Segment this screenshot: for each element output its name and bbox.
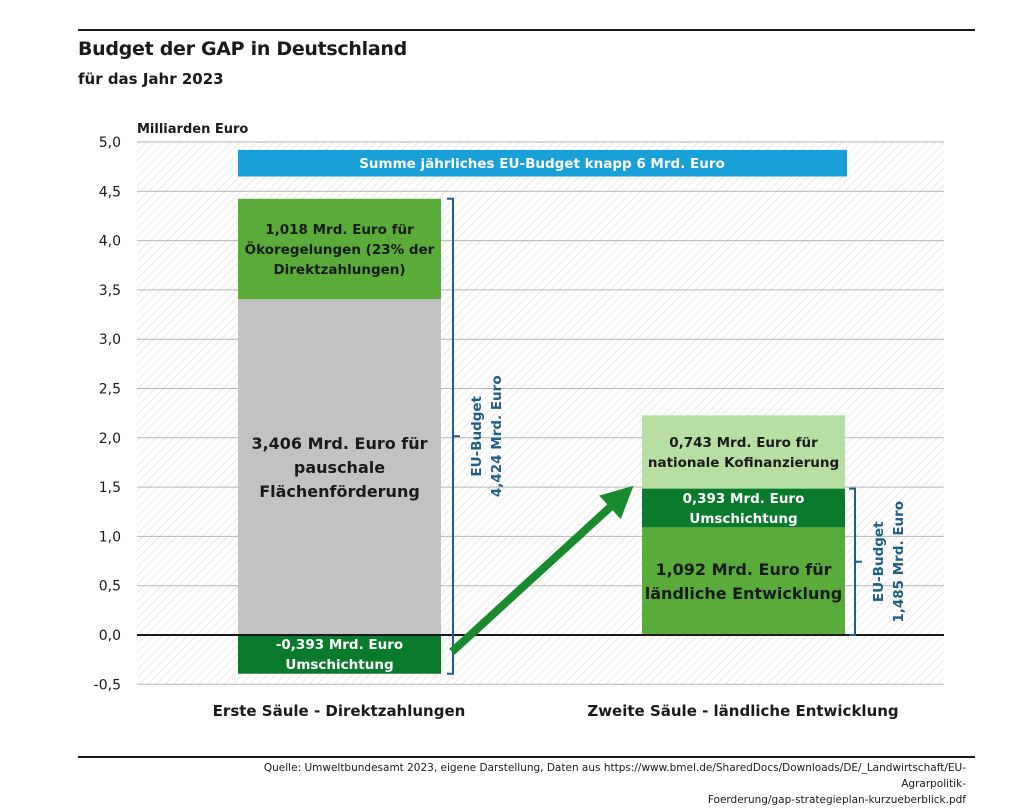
bar-segment-4 [642, 527, 845, 635]
y-tick-label: 0,5 [99, 579, 121, 595]
y-tick-label: 4,0 [99, 234, 121, 250]
bar-segment-label: nationale Kofinanzierung [648, 455, 839, 471]
bracket-label-line: EU-Budget [871, 521, 887, 602]
source-line-2: Foerderung/gap-strategieplan-kurzueberbl… [707, 794, 966, 806]
source-line-1: Quelle: Umweltbundesamt 2023, eigene Dar… [263, 762, 966, 790]
bar-segment-label: 0,743 Mrd. Euro für [669, 435, 818, 451]
bar-segment-2 [238, 299, 441, 635]
bar-segment-label: ländliche Entwicklung [645, 584, 842, 603]
chart-title: Budget der GAP in Deutschland [78, 38, 407, 60]
bar-segment-label: 3,406 Mrd. Euro für [251, 434, 427, 453]
eu-budget-bracket-label: EU-Budget 4,424 Mrd. Euro [469, 375, 505, 497]
y-tick-label: -0,5 [94, 677, 121, 693]
bottom-rule [78, 756, 975, 758]
bracket-label-line: EU-Budget [469, 395, 485, 476]
bar-segment-5 [642, 488, 845, 528]
y-tick-label: 2,5 [99, 382, 121, 398]
bar-segment-label: Umschichtung [689, 511, 797, 527]
y-tick-label: 5,0 [99, 135, 121, 151]
category-label-2: Zweite Säule - ländliche Entwicklung [587, 702, 898, 720]
eu-budget-bracket-1 [447, 197, 460, 675]
bar-segment-label: Umschichtung [285, 657, 393, 673]
bar-segment-label: -0,393 Mrd. Euro [276, 637, 403, 653]
bracket-label-line: 4,424 Mrd. Euro [489, 375, 505, 497]
eu-budget-bracket-2 [849, 487, 862, 636]
shift-arrow [449, 485, 634, 655]
bracket-label-line: 1,485 Mrd. Euro [891, 501, 907, 623]
bar-segment-6 [642, 415, 845, 489]
y-tick-label: 3,5 [99, 283, 121, 299]
chart-subtitle: für das Jahr 2023 [78, 70, 224, 88]
y-tick-label: 1,0 [99, 529, 121, 545]
bar-segment-label: Direktzahlungen) [273, 262, 405, 278]
y-axis-label: Milliarden Euro [137, 122, 248, 137]
bar-segment-3 [238, 198, 441, 300]
chart-area: 5,0 4,5 4,0 3,5 3,0 2,5 2,0 1,5 1,0 0,5 0,0 -0,5 Mil… [94, 122, 944, 720]
y-tick-label: 4,5 [99, 184, 121, 200]
source-note: Quelle: Umweltbundesamt 2023, eigene Dar… [206, 760, 966, 808]
bar-segment-label: 1,092 Mrd. Euro für [655, 560, 831, 579]
eu-budget-banner-label: Summe jährliches EU-Budget knapp 6 Mrd. … [359, 156, 725, 172]
bar-segment-label: 1,018 Mrd. Euro für [265, 222, 414, 238]
top-rule [78, 29, 975, 31]
y-tick-label: 3,0 [99, 332, 121, 348]
y-tick-label: 0,0 [99, 628, 121, 644]
category-label-1: Erste Säule - Direktzahlungen [213, 702, 466, 720]
bar-segment-1 [238, 635, 441, 674]
y-tick-label: 2,0 [99, 431, 121, 447]
eu-budget-bracket-label: EU-Budget 1,485 Mrd. Euro [871, 501, 907, 623]
eu-budget-banner [238, 149, 847, 177]
bar-segment-label: Flächenförderung [259, 482, 420, 501]
bar-segment-label: 0,393 Mrd. Euro [683, 491, 805, 507]
bar-segment-label: pauschale [294, 458, 385, 477]
y-tick-label: 1,5 [99, 480, 121, 496]
bar-segment-label: Ökoregelungen (23% der [245, 240, 435, 258]
